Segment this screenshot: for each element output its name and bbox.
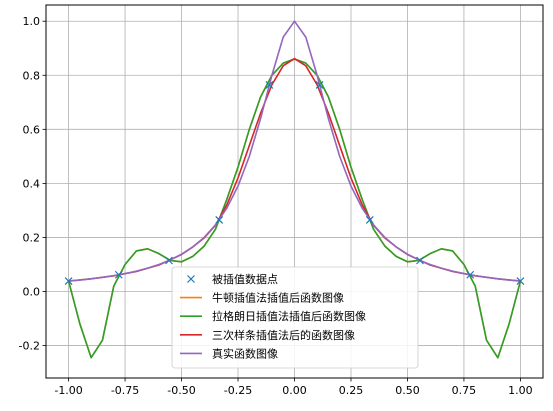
- series-line-4: [68, 20, 521, 282]
- data-point-marker: [365, 216, 374, 224]
- legend-label: 三次样条插值法后的函数图像: [212, 328, 355, 342]
- data-point-marker: [165, 256, 173, 265]
- legend-box: [171, 266, 419, 369]
- y-tick-label: -0.2: [19, 340, 40, 353]
- y-tick-label: 1.0: [23, 15, 41, 28]
- legend-label: 牛顿插值法插值后函数图像: [212, 291, 344, 305]
- legend-label: 真实函数图像: [212, 346, 278, 360]
- data-point-marker: [215, 216, 224, 224]
- legend-label: 被插值数据点: [212, 272, 278, 286]
- data-point-marker: [416, 256, 424, 265]
- series-layer: [64, 20, 525, 359]
- legend-label: 拉格朗日插值法插值后函数图像: [212, 309, 366, 323]
- x-tick-label: -0.50: [167, 384, 195, 397]
- x-tick-label: -0.75: [111, 384, 139, 397]
- x-tick-label: 1.00: [508, 384, 533, 397]
- x-tick-label: 0.00: [282, 384, 307, 397]
- axis-ticks: -1.00 -0.75 -0.50 -0.25 0.00 0.25 0.50 0.75 1.00…: [19, 15, 533, 397]
- x-tick-label: -0.25: [224, 384, 252, 397]
- x-tick-label: -1.00: [54, 384, 82, 397]
- data-point-marker: [516, 277, 525, 286]
- data-point-marker: [265, 81, 274, 89]
- data-point-marker: [114, 270, 123, 279]
- legend-swatch: [187, 275, 195, 283]
- x-tick-label: 0.75: [452, 384, 477, 397]
- y-tick-label: 0.4: [23, 177, 41, 190]
- y-tick-label: 0.6: [23, 123, 41, 136]
- y-tick-label: 0.2: [23, 231, 41, 244]
- legend: 被插值数据点牛顿插值法插值后函数图像拉格朗日插值法插值后函数图像三次样条插值法后…: [171, 266, 419, 369]
- y-tick-label: 0.0: [23, 286, 41, 299]
- y-tick-label: 0.8: [23, 69, 41, 82]
- x-tick-label: 0.50: [395, 384, 420, 397]
- data-point-marker: [466, 270, 475, 279]
- x-tick-label: 0.25: [339, 384, 364, 397]
- data-point-marker: [64, 277, 73, 286]
- data-point-marker: [315, 81, 324, 89]
